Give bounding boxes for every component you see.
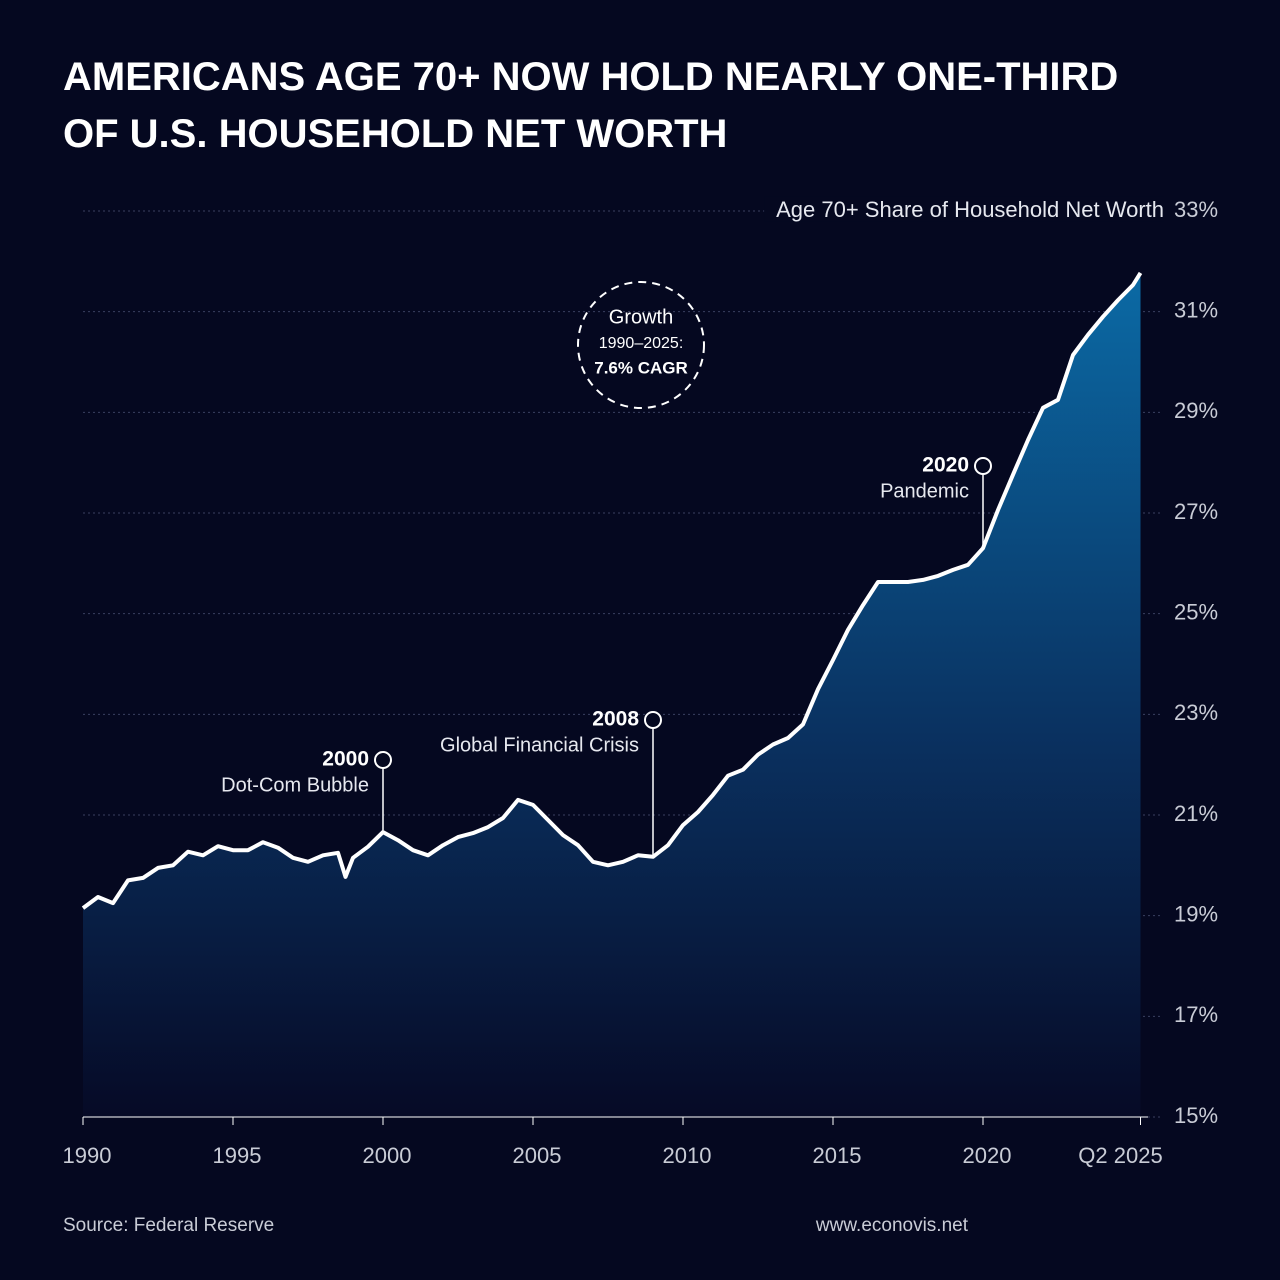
y-tick-label: 31% [1174, 297, 1218, 322]
plot-area [81, 210, 1160, 1118]
y-tick-label: 27% [1174, 499, 1218, 524]
x-tick-label: 1990 [63, 1143, 112, 1168]
y-tick-label: 21% [1174, 801, 1218, 826]
annotation-marker [374, 751, 392, 769]
annotation-marker [974, 457, 992, 475]
y-tick-label: 33% [1174, 197, 1218, 222]
annotation-year: 2000 [322, 748, 369, 771]
annotation-marker [644, 711, 662, 729]
annotation-text: Pandemic [880, 480, 969, 502]
callout: Growth 1990–2025: 7.6% CAGR [577, 281, 705, 409]
y-tick-label: 29% [1174, 398, 1218, 423]
annotation-year: 2020 [922, 454, 969, 477]
chart-title: OF U.S. HOUSEHOLD NET WORTH [63, 112, 727, 156]
x-tick-label: 2005 [513, 1143, 562, 1168]
y-tick-label: 17% [1174, 1002, 1218, 1027]
annotation-text: Global Financial Crisis [440, 734, 639, 756]
label-background [764, 196, 1164, 222]
y-tick-label: 23% [1174, 700, 1218, 725]
x-tick-label: Q2 2025 [1078, 1143, 1162, 1168]
callout-circle [577, 281, 705, 409]
callout-text: 7.6% CAGR [594, 358, 688, 377]
x-tick-label: 1995 [213, 1143, 262, 1168]
area [83, 272, 1141, 1117]
annotation-year: 2008 [592, 708, 639, 731]
website: www.econovis.net [815, 1215, 969, 1236]
callout-text: 1990–2025: [599, 335, 684, 352]
chart-title: AMERICANS AGE 70+ NOW HOLD NEARLY ONE-TH… [63, 55, 1118, 99]
y-tick-label: 15% [1174, 1103, 1218, 1128]
y-tick-label: 25% [1174, 599, 1218, 624]
series-label: Age 70+ Share of Household Net Worth [776, 197, 1164, 222]
annotation-text: Dot-Com Bubble [221, 774, 369, 796]
x-tick-label: 2010 [663, 1143, 712, 1168]
source: Source: Federal Reserve [63, 1215, 274, 1236]
x-tick-label: 2020 [963, 1143, 1012, 1168]
x-tick-label: 2015 [813, 1143, 862, 1168]
callout-text: Growth [609, 306, 673, 328]
y-tick-label: 19% [1174, 901, 1218, 926]
x-tick-label: 2000 [363, 1143, 412, 1168]
line [81, 271, 1143, 910]
